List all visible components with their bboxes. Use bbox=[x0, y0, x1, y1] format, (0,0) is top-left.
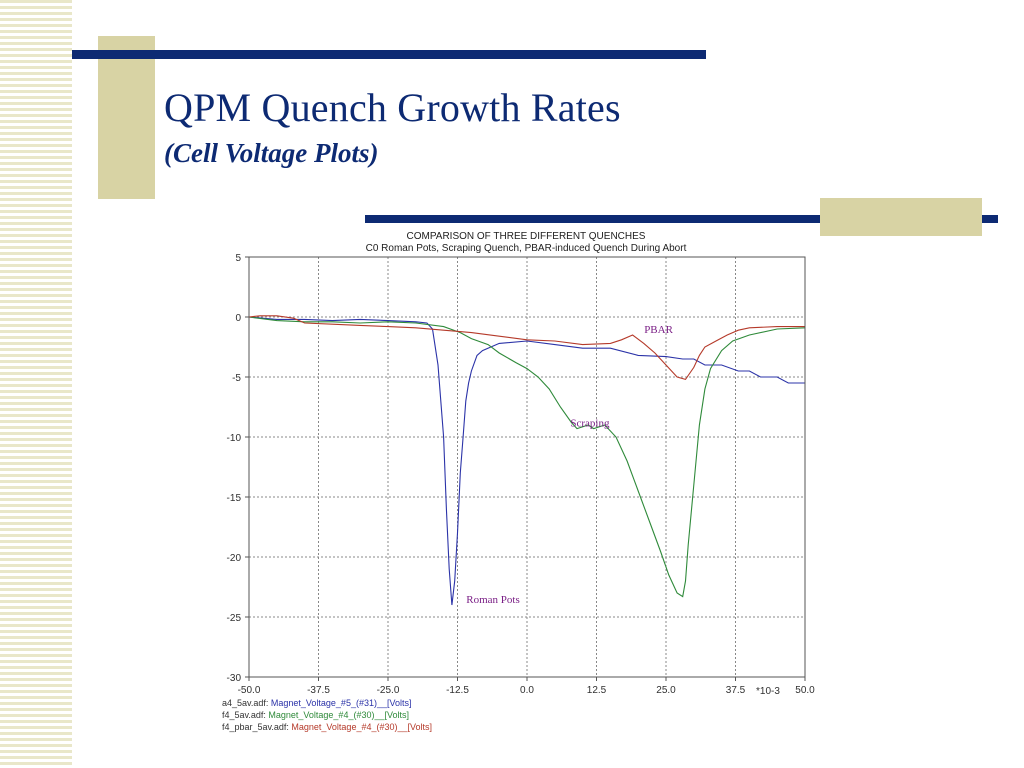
legend-entry-1: a4_5av.adf: Magnet_Voltage_#5_(#31)__[Vo… bbox=[222, 698, 411, 708]
series-annotation-3: PBAR bbox=[644, 324, 673, 336]
y-tick-label: -15 bbox=[227, 493, 242, 504]
title-rule-bar bbox=[72, 50, 706, 59]
decorative-tan-accent bbox=[820, 198, 982, 236]
series-line-2 bbox=[248, 316, 806, 598]
series-annotation-1: Roman Pots bbox=[466, 594, 519, 606]
x-tick-label: 0.0 bbox=[520, 685, 534, 696]
y-tick-label: -20 bbox=[227, 553, 242, 564]
y-tick-label: 5 bbox=[235, 253, 241, 264]
x-tick-label: 37.5 bbox=[726, 685, 746, 696]
x-tick-label: -12.5 bbox=[446, 685, 469, 696]
x-tick-label: -25.0 bbox=[377, 685, 400, 696]
x-tick-label: -50.0 bbox=[238, 685, 261, 696]
chart-subtitle: C0 Roman Pots, Scraping Quench, PBAR-ind… bbox=[366, 243, 687, 254]
decorative-tan-block bbox=[98, 36, 155, 199]
decorative-stripes bbox=[0, 0, 72, 768]
legend-entry-3: f4_pbar_5av.adf: Magnet_Voltage_#4_(#30)… bbox=[222, 722, 432, 732]
y-tick-label: -25 bbox=[227, 613, 242, 624]
slide-title: QPM Quench Growth Rates bbox=[164, 85, 621, 130]
x-tick-label: -37.5 bbox=[307, 685, 330, 696]
y-tick-label: -10 bbox=[227, 433, 242, 444]
slide-subtitle: (Cell Voltage Plots) bbox=[164, 138, 379, 168]
y-tick-label: -30 bbox=[227, 673, 242, 684]
y-tick-label: -5 bbox=[232, 373, 241, 384]
series-annotation-2: Scraping bbox=[570, 418, 610, 430]
x-tick-label: 25.0 bbox=[656, 685, 676, 696]
series-line-3 bbox=[248, 315, 805, 381]
chart-title: COMPARISON OF THREE DIFFERENT QUENCHES bbox=[407, 231, 646, 242]
x-multiplier-label: *10-3 bbox=[756, 686, 780, 697]
legend-entry-2: f4_5av.adf: Magnet_Voltage_#4_(#30)__[Vo… bbox=[222, 710, 409, 720]
x-tick-label: 50.0 bbox=[795, 685, 815, 696]
content-rule-bar bbox=[365, 215, 998, 223]
y-tick-label: 0 bbox=[235, 313, 241, 324]
x-tick-label: 12.5 bbox=[587, 685, 607, 696]
